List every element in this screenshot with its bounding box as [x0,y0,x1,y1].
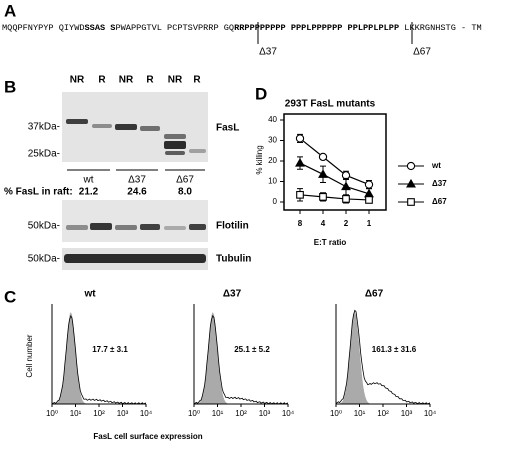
x-tick-label: 8 [298,219,303,228]
lane-label: R [146,75,154,86]
point [295,157,305,167]
x-tick-label: 1 [367,219,372,228]
x-tick-label: 10⁴ [424,409,437,418]
point [407,198,415,206]
kda-marker: 50kDa- [28,221,60,232]
x-tick-label: 10³ [117,409,129,418]
sequence-segment: LKKRGNHSTG - TM [399,23,482,33]
x-tick-label: 10¹ [212,409,224,418]
y-tick-label: 30 [268,136,277,145]
lane-label: R [193,75,201,86]
raft-value: 24.6 [127,187,147,198]
group-label: wt [83,175,94,186]
sequence-segment: RRPPPPPPPP PPPLPPPPPP PPLPPLPLPP [234,23,399,33]
point [365,196,373,204]
point [296,190,304,199]
blot-label: Flotilin [216,221,249,232]
lane-label: NR [168,75,183,86]
x-tick-label: 10⁰ [188,409,200,418]
x-tick-label: 10² [235,409,247,418]
x-tick-label: 10⁰ [330,409,342,418]
series-line [299,162,370,195]
point [342,195,350,203]
series-line [299,137,370,186]
histogram-value: 17.7 ± 3.1 [92,345,128,354]
kda-marker: 50kDa- [28,254,60,265]
point [295,134,305,143]
y-axis-label: % killing [255,145,264,174]
panel-letter: A [4,1,16,20]
histogram-line [335,309,431,405]
series-line [299,194,370,201]
x-tick-label: 2 [344,219,349,228]
x-tick-label: 4 [321,219,326,228]
x-tick-label: 10⁰ [46,409,58,418]
y-axis-label: Cell number [25,334,34,377]
point [364,180,374,189]
point [341,181,351,191]
histogram-title: Δ37 [223,289,242,300]
x-tick-label: 10⁴ [282,409,295,418]
lane-label: NR [119,75,134,86]
histogram-value: 161.3 ± 31.6 [372,345,417,354]
kda-marker: 37kDa- [28,122,60,133]
sequence-segment: MQQPFNYPYP QIYWD [2,23,85,33]
point [406,161,416,171]
blot-label: FasL [216,123,239,134]
y-tick-label: 20 [268,156,277,165]
y-tick-label: 10 [268,177,277,186]
point [318,152,328,162]
histogram-fill [194,312,288,404]
sequence: MQQPFNYPYP QIYWDSSAS SPWAPPGTVL PCPTSVPR… [2,23,482,33]
histogram-fill [52,312,146,404]
legend-label: Δ37 [432,179,447,188]
x-axis-label: E:T ratio [314,238,347,247]
plot-frame [283,113,387,211]
histogram-fill [336,312,430,404]
x-tick-label: 10¹ [354,409,366,418]
sequence-segment: SSAS S [85,23,116,33]
legend-label: wt [431,161,441,170]
legend-label: Δ67 [432,197,447,206]
x-tick-label: 10¹ [70,409,82,418]
blot [62,200,208,242]
group-label: Δ37 [128,175,146,186]
group-label: Δ67 [176,175,194,186]
y-tick-label: 0 [273,197,278,206]
bands [64,119,206,263]
x-tick-label: 10⁴ [140,409,153,418]
x-tick-label: 10³ [401,409,413,418]
point [341,171,351,180]
chart-title: 293T FasL mutants [285,99,376,110]
point [406,178,416,188]
y-tick-label: 40 [268,115,277,124]
x-axis-label: FasL cell surface expression [93,432,202,441]
x-tick-label: 10² [93,409,105,418]
histogram-value: 25.1 ± 5.2 [234,345,270,354]
panel-letter: C [4,287,16,306]
panel-letter: D [255,84,267,103]
blot-label: Tubulin [216,254,251,265]
panel-letter: B [4,77,16,96]
raft-label: % FasL in raft: [4,187,73,198]
sequence-segment: PWAPPGTVL PCPTSVPRRP GQ [115,23,234,33]
marker-label: Δ37 [259,47,277,58]
x-tick-label: 10² [377,409,389,418]
raft-value: 21.2 [79,187,99,198]
marker-label: Δ67 [413,47,431,58]
point [318,169,328,178]
lane-label: NR [70,75,85,86]
point [319,193,327,201]
kda-marker: 25kDa- [28,149,60,160]
lane-label: R [98,75,106,86]
histogram-title: wt [83,289,96,300]
histogram-title: Δ67 [365,289,384,300]
x-tick-label: 10³ [259,409,271,418]
raft-value: 8.0 [178,187,192,198]
